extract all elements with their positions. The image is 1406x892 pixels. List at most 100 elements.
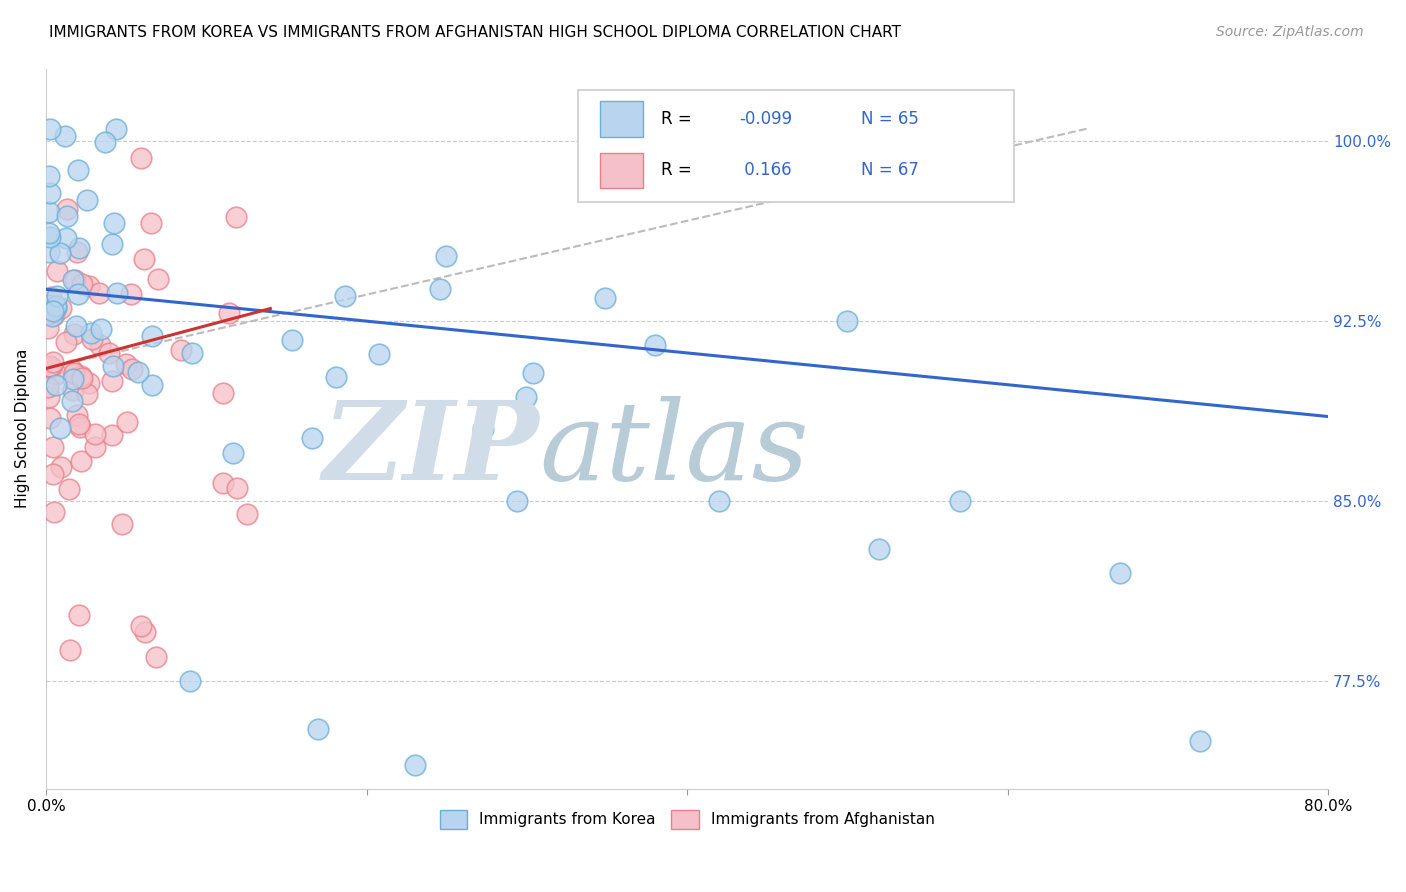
- Point: [45, 289, 67, 303]
- Point: [114, 357, 136, 371]
- Point: [129, 619, 152, 633]
- Point: [41, 467, 63, 481]
- Point: [62, 327, 84, 342]
- Point: [90, 322, 112, 336]
- Point: [111, 516, 134, 531]
- Point: [38, 390, 60, 404]
- Point: [218, 306, 240, 320]
- Point: [281, 333, 304, 347]
- Point: [1188, 733, 1211, 747]
- Point: [127, 365, 149, 379]
- Point: [67, 608, 90, 623]
- Point: [76, 387, 98, 401]
- Point: [55, 231, 77, 245]
- Point: [145, 649, 167, 664]
- Point: [471, 422, 494, 436]
- Point: [39, 290, 62, 304]
- Point: [39, 359, 62, 373]
- Point: [38, 298, 60, 312]
- Point: [595, 291, 617, 305]
- Point: [212, 386, 235, 401]
- Point: [506, 493, 529, 508]
- Point: [148, 272, 170, 286]
- Point: [59, 642, 82, 657]
- Point: [46, 264, 69, 278]
- Point: [45, 368, 67, 382]
- Point: [49, 245, 72, 260]
- Point: [644, 337, 666, 351]
- Point: [103, 359, 125, 374]
- Point: [63, 366, 86, 380]
- Point: [181, 346, 204, 360]
- Point: [44, 299, 66, 313]
- Legend: Immigrants from Korea, Immigrants from Afghanistan: Immigrants from Korea, Immigrants from A…: [433, 804, 941, 835]
- Point: [37, 321, 59, 335]
- Point: [45, 378, 67, 392]
- Point: [39, 411, 62, 425]
- Point: [307, 722, 329, 736]
- Point: [38, 186, 60, 201]
- Point: [236, 507, 259, 521]
- Point: [1108, 566, 1130, 580]
- Point: [42, 505, 65, 519]
- Point: [222, 445, 245, 459]
- Y-axis label: High School Diploma: High School Diploma: [15, 349, 30, 508]
- Point: [37, 307, 59, 321]
- Point: [84, 427, 107, 442]
- Point: [132, 252, 155, 266]
- Point: [170, 343, 193, 358]
- Point: [62, 372, 84, 386]
- Point: [105, 286, 128, 301]
- Point: [39, 230, 62, 244]
- Point: [38, 226, 60, 240]
- Point: [49, 420, 72, 434]
- Point: [39, 121, 62, 136]
- Point: [70, 368, 93, 383]
- Point: [87, 286, 110, 301]
- Point: [368, 347, 391, 361]
- Point: [56, 209, 79, 223]
- Point: [115, 415, 138, 429]
- Point: [42, 440, 65, 454]
- Point: [101, 374, 124, 388]
- Point: [89, 338, 111, 352]
- Point: [66, 244, 89, 259]
- Point: [51, 301, 73, 315]
- Point: [522, 366, 544, 380]
- Point: [141, 377, 163, 392]
- Point: [65, 319, 87, 334]
- Point: [101, 427, 124, 442]
- Point: [41, 306, 63, 320]
- Point: [38, 205, 60, 219]
- Point: [301, 431, 323, 445]
- Point: [62, 273, 84, 287]
- Point: [837, 313, 859, 327]
- Point: [707, 493, 730, 508]
- Point: [226, 481, 249, 495]
- Point: [53, 129, 76, 144]
- Point: [77, 279, 100, 293]
- Point: [41, 309, 63, 323]
- Point: [58, 482, 80, 496]
- Point: [868, 541, 890, 556]
- Point: [42, 355, 65, 369]
- Point: [44, 301, 66, 316]
- Point: [49, 460, 72, 475]
- Point: [121, 362, 143, 376]
- Point: [67, 162, 90, 177]
- Point: [434, 249, 457, 263]
- Point: [37, 380, 59, 394]
- Point: [515, 390, 537, 404]
- Text: atlas: atlas: [540, 396, 810, 504]
- Point: [42, 303, 65, 318]
- Point: [80, 332, 103, 346]
- Point: [38, 244, 60, 259]
- Point: [325, 369, 347, 384]
- Point: [67, 241, 90, 255]
- Point: [41, 360, 63, 375]
- Point: [70, 454, 93, 468]
- Point: [55, 335, 77, 350]
- Point: [38, 169, 60, 184]
- Point: [66, 408, 89, 422]
- Point: [67, 417, 90, 431]
